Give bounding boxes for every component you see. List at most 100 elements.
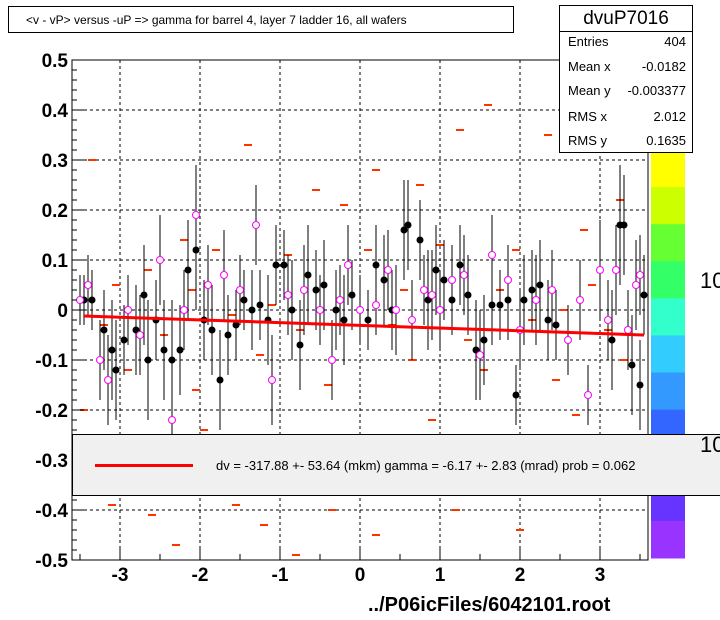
filled-point — [140, 291, 148, 299]
filled-point — [348, 291, 356, 299]
filled-point — [620, 221, 628, 229]
filled-point — [192, 246, 200, 254]
filled-point — [224, 331, 232, 339]
x-tick-label: -1 — [272, 565, 289, 586]
open-point — [612, 266, 620, 274]
filled-point — [304, 271, 312, 279]
open-point — [356, 306, 364, 314]
open-point — [136, 331, 144, 339]
open-point — [268, 376, 276, 384]
palette-swatch — [651, 150, 685, 188]
filled-point — [552, 321, 560, 329]
open-point — [192, 211, 200, 219]
filled-point — [120, 336, 128, 344]
open-point — [84, 281, 92, 289]
x-tick-label: -3 — [112, 565, 129, 586]
filled-point — [296, 341, 304, 349]
fit-legend-box: dv = -317.88 +- 53.64 (mkm) gamma = -6.1… — [72, 434, 720, 496]
filled-point — [184, 266, 192, 274]
x-tick-label: 1 — [435, 565, 446, 586]
filled-point — [208, 326, 216, 334]
palette-label-upper: 10 — [700, 268, 720, 293]
open-point — [104, 376, 112, 384]
filled-point — [488, 301, 496, 309]
axes: -3 -2 -1 0 1 2 3 0.5 0.4 0.3 0.2 0.1 0 -0.1 -0.2 -0.3 -0… — [35, 51, 649, 586]
filled-point — [100, 326, 108, 334]
filled-point — [160, 346, 168, 354]
filled-point — [464, 291, 472, 299]
palette-swatch — [651, 261, 685, 299]
palette-label-lower: 10 — [700, 432, 720, 457]
filled-point — [364, 316, 372, 324]
y-tick-label: -0.1 — [35, 351, 68, 372]
filled-point — [432, 266, 440, 274]
x-tick-label: 3 — [595, 565, 606, 586]
stat-row-mean-x: Mean x -0.0182 — [568, 59, 686, 79]
open-point — [236, 286, 244, 294]
filled-point — [504, 296, 512, 304]
filled-point — [628, 361, 636, 369]
filled-point — [520, 296, 528, 304]
open-point — [488, 251, 496, 259]
stat-value: -0.003377 — [627, 83, 686, 98]
y-tick-label: 0 — [57, 301, 68, 322]
stat-key: RMS y — [568, 133, 607, 148]
open-point — [168, 416, 176, 424]
x-tick-label: 2 — [515, 565, 526, 586]
data-marks — [76, 104, 648, 556]
stat-key: RMS x — [568, 109, 607, 124]
filled-point — [456, 261, 464, 269]
filled-point — [440, 276, 448, 284]
open-point — [604, 316, 612, 324]
stat-key: Mean y — [568, 83, 611, 98]
open-point — [624, 326, 632, 334]
filled-point — [240, 296, 248, 304]
open-point — [504, 276, 512, 284]
filled-point — [400, 226, 408, 234]
filled-point — [176, 346, 184, 354]
stat-row-mean-y: Mean y -0.003377 — [568, 83, 686, 103]
filled-point — [416, 236, 424, 244]
open-point — [596, 266, 604, 274]
open-point — [124, 306, 132, 314]
palette-swatch — [651, 224, 685, 262]
palette-swatch — [651, 187, 685, 225]
x-tick-label: 0 — [355, 565, 366, 586]
open-point — [204, 281, 212, 289]
filled-point — [332, 306, 340, 314]
filled-point — [312, 286, 320, 294]
open-point — [576, 296, 584, 304]
open-point — [476, 351, 484, 359]
open-point — [220, 271, 228, 279]
filled-point — [144, 356, 152, 364]
open-point — [460, 271, 468, 279]
filled-point — [168, 356, 176, 364]
filled-point — [232, 321, 240, 329]
open-point — [336, 296, 344, 304]
filled-point — [544, 316, 552, 324]
stat-row-rms-x: RMS x 2.012 — [568, 109, 686, 129]
filled-point — [272, 261, 280, 269]
y-tick-label: -0.4 — [35, 501, 68, 522]
filled-point — [496, 301, 504, 309]
open-point — [636, 271, 644, 279]
filled-point — [216, 376, 224, 384]
plot-title: <v - vP> versus -uP => gamma for barrel … — [26, 13, 407, 27]
y-tick-label: 0.2 — [42, 201, 68, 222]
open-point — [156, 256, 164, 264]
filled-point — [536, 281, 544, 289]
filled-point — [320, 281, 328, 289]
stat-key: Mean x — [568, 59, 611, 74]
filled-point — [248, 306, 256, 314]
open-point — [384, 266, 392, 274]
palette-swatch — [651, 298, 685, 336]
stat-value: 404 — [664, 34, 686, 49]
x-tick-label: -2 — [192, 565, 209, 586]
filled-point — [340, 316, 348, 324]
open-point — [428, 291, 436, 299]
stat-value: -0.0182 — [641, 59, 686, 74]
open-point — [584, 391, 592, 399]
filled-point — [448, 296, 456, 304]
stats-histogram-name: dvuP7016 — [560, 6, 692, 32]
